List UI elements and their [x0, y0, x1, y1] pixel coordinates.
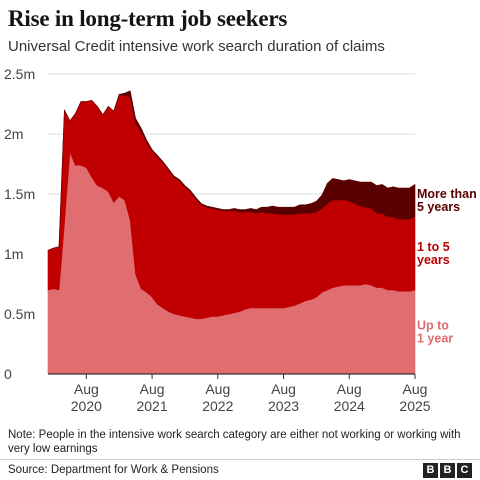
series-label-more-than-5-years: More than — [417, 187, 477, 201]
series-label-1-to-5-years: years — [417, 253, 450, 267]
x-tick-label: Aug — [403, 381, 428, 397]
x-tick-label: Aug — [271, 381, 296, 397]
y-tick-label: 2m — [4, 126, 23, 142]
chart-source: Source: Department for Work & Pensions — [8, 464, 219, 476]
y-tick-label: 0 — [4, 366, 12, 382]
x-tick-label: 2020 — [71, 398, 102, 414]
series-label-up-to-1-year: Up to — [417, 319, 449, 333]
bbc-logo: B B C — [423, 463, 472, 478]
y-tick-label: 0.5m — [4, 306, 35, 322]
x-tick-label: 2023 — [268, 398, 299, 414]
x-tick-label: 2025 — [399, 398, 430, 414]
y-tick-label: 2.5m — [4, 66, 35, 82]
stacked-area-chart: 00.5m1m1.5m2m2.5mAug2020Aug2021Aug2022Au… — [4, 66, 477, 414]
area-layer — [47, 90, 416, 375]
chart-subtitle: Universal Credit intensive work search d… — [8, 38, 385, 55]
x-tick-label: 2024 — [334, 398, 365, 414]
series-label-up-to-1-year: 1 year — [417, 332, 453, 346]
y-tick-label: 1.5m — [4, 186, 35, 202]
area-more-than-5-years — [47, 90, 416, 251]
series-label-1-to-5-years: 1 to 5 — [417, 240, 450, 254]
bbc-logo-letter: B — [423, 463, 438, 478]
axes: 00.5m1m1.5m2m2.5mAug2020Aug2021Aug2022Au… — [4, 66, 431, 414]
footer-divider — [0, 459, 480, 460]
x-tick-label: Aug — [74, 381, 99, 397]
x-tick-label: 2021 — [136, 398, 167, 414]
x-tick-label: Aug — [337, 381, 362, 397]
bbc-logo-letter: C — [457, 463, 472, 478]
y-tick-label: 1m — [4, 246, 23, 262]
series-label-more-than-5-years: 5 years — [417, 200, 460, 214]
chart-title: Rise in long-term job seekers — [8, 6, 288, 31]
bbc-logo-letter: B — [440, 463, 455, 478]
x-tick-label: 2022 — [202, 398, 233, 414]
x-tick-label: Aug — [140, 381, 165, 397]
x-tick-label: Aug — [205, 381, 230, 397]
chart-note: Note: People in the intensive work searc… — [8, 429, 461, 455]
